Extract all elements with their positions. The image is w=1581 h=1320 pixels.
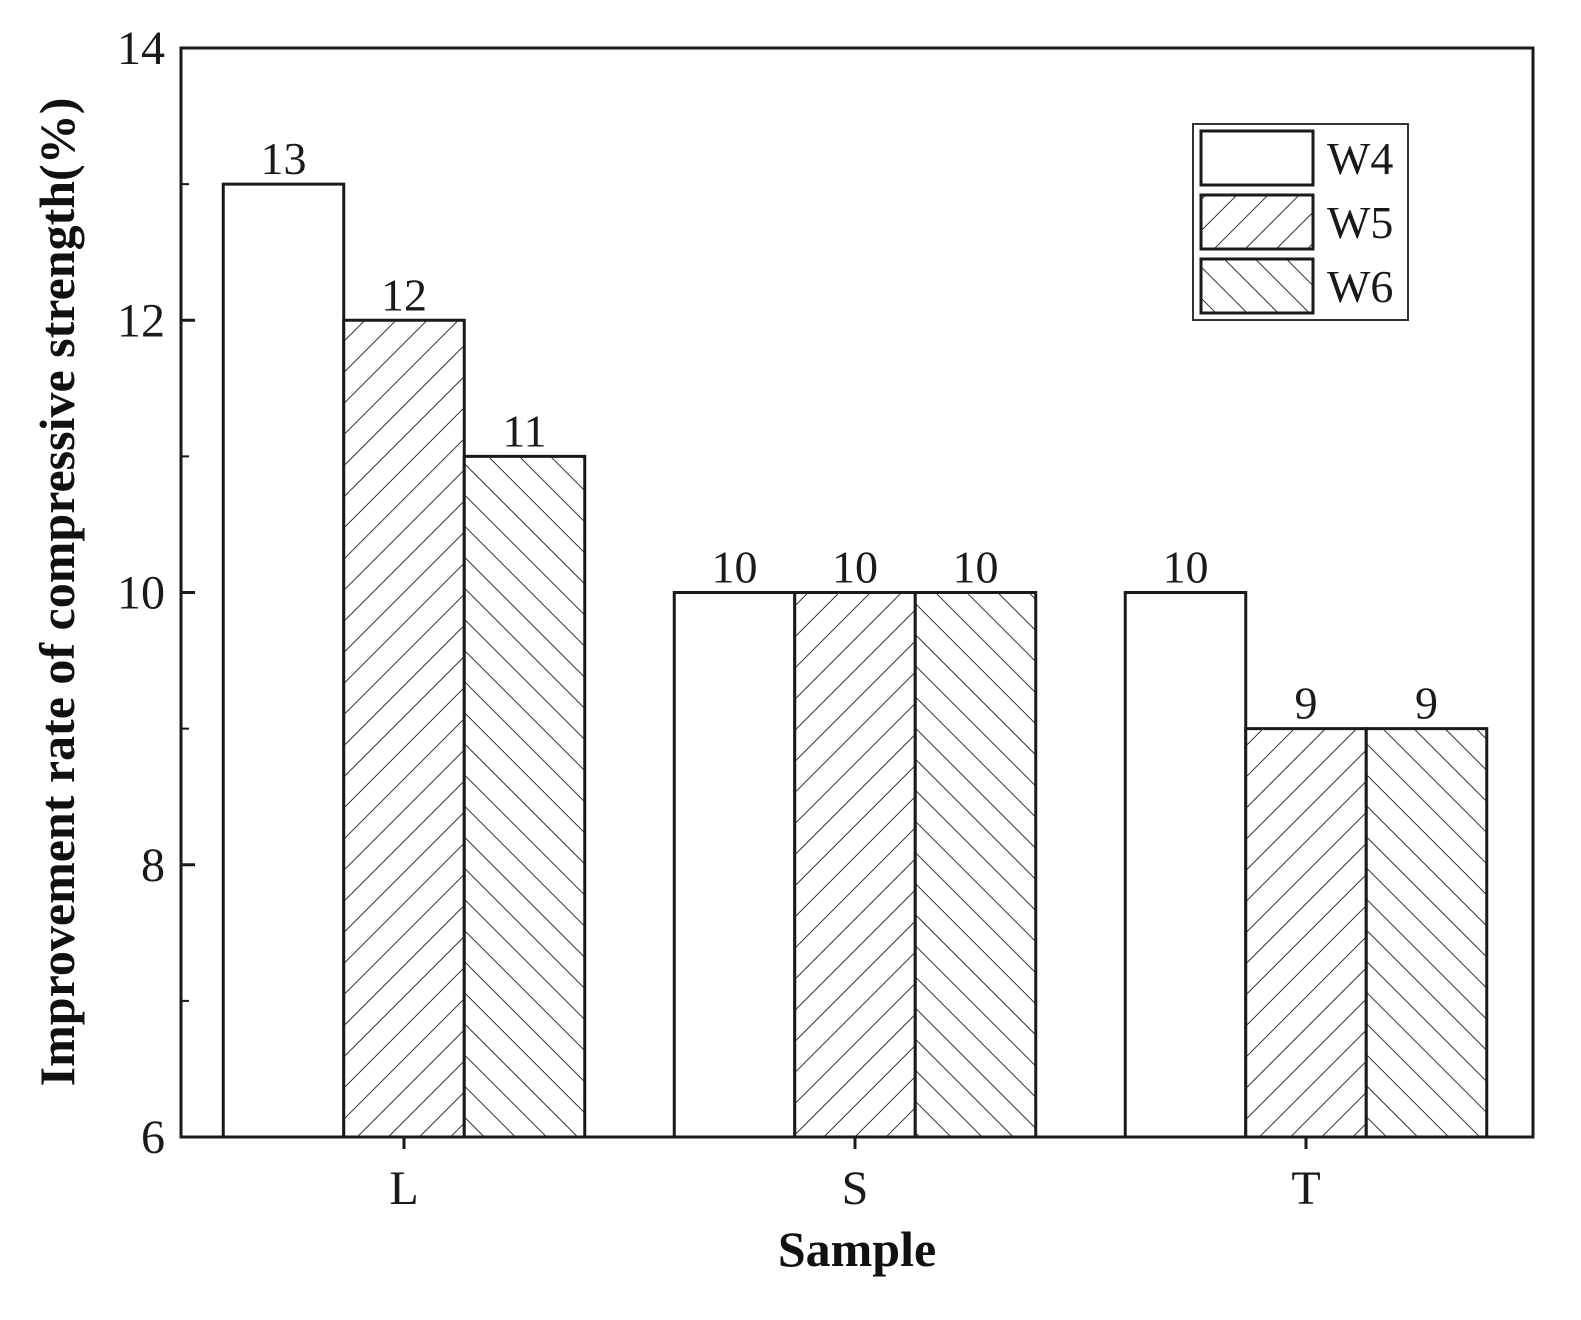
data-label-T-W6: 9 xyxy=(1415,678,1438,729)
y-axis-title: Improvement rate of compressive strength… xyxy=(29,98,85,1087)
bar-S-W6 xyxy=(913,591,1038,1139)
x-tick-label-S: S xyxy=(842,1162,869,1215)
legend-swatch-W5 xyxy=(1199,193,1315,251)
bar-L-W5 xyxy=(342,318,466,1139)
bars-layer xyxy=(221,182,1489,1139)
legend: W4 W5 W6 xyxy=(1192,123,1409,321)
y-tick-label: 10 xyxy=(117,567,165,620)
bar-T-W5 xyxy=(1244,727,1368,1139)
data-labels-layer: 13 12 11 10 10 10 10 9 9 xyxy=(261,133,1439,729)
bar-L-W4 xyxy=(221,182,346,1139)
data-label-T-W4: 10 xyxy=(1163,542,1209,593)
legend-swatch-W4 xyxy=(1199,129,1315,187)
y-tick-label: 8 xyxy=(141,839,165,892)
bar-T-W6 xyxy=(1364,727,1489,1139)
y-axis: 6 8 10 12 14 xyxy=(117,22,195,1164)
bar-S-W5 xyxy=(793,591,917,1139)
data-label-L-W5: 12 xyxy=(381,269,427,320)
data-label-L-W4: 13 xyxy=(261,133,307,184)
x-axis-title: Sample xyxy=(778,1221,936,1277)
bar-T-W4 xyxy=(1123,591,1248,1139)
y-tick-label: 14 xyxy=(117,22,165,75)
data-label-T-W5: 9 xyxy=(1295,678,1318,729)
legend-label-W6: W6 xyxy=(1327,261,1393,312)
data-label-L-W6: 11 xyxy=(502,405,546,456)
y-tick-label: 12 xyxy=(117,294,165,347)
legend-label-W4: W4 xyxy=(1327,133,1393,184)
data-label-S-W4: 10 xyxy=(712,542,758,593)
bar-S-W4 xyxy=(672,591,797,1139)
legend-label-W5: W5 xyxy=(1327,197,1393,248)
x-tick-label-L: L xyxy=(389,1162,418,1215)
bar-L-W6 xyxy=(462,454,587,1139)
x-tick-label-T: T xyxy=(1291,1162,1320,1215)
y-tick-label: 6 xyxy=(141,1111,165,1164)
data-label-S-W5: 10 xyxy=(832,542,878,593)
legend-swatch-W6 xyxy=(1199,257,1315,315)
data-label-S-W6: 10 xyxy=(953,542,999,593)
